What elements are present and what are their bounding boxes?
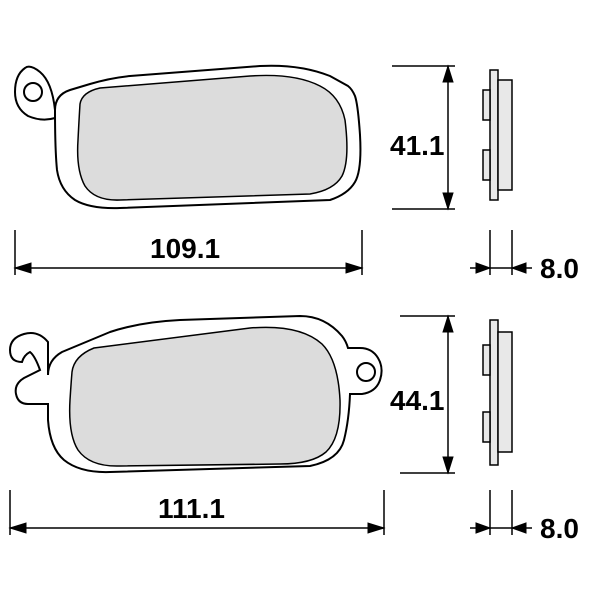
bottom-pad-group: 44.1 111.1 8.0 [10, 316, 579, 544]
bottom-height-dimension: 44.1 [390, 316, 455, 473]
top-pad-mounting-hole [24, 83, 42, 101]
bottom-height-label: 44.1 [390, 385, 445, 416]
top-width-label: 109.1 [150, 233, 220, 264]
bottom-width-dimension: 111.1 [10, 490, 384, 535]
technical-drawing-svg: 41.1 109.1 8.0 [0, 0, 600, 600]
bottom-thickness-label: 8.0 [540, 513, 579, 544]
top-thickness-label: 8.0 [540, 253, 579, 284]
top-pad-group: 41.1 109.1 8.0 [15, 66, 579, 284]
top-pad-friction-material [78, 75, 347, 200]
top-side-view: 8.0 [470, 70, 579, 284]
top-width-dimension: 109.1 [15, 230, 362, 275]
bottom-pad-friction-material [70, 327, 340, 466]
drawing-canvas: 41.1 109.1 8.0 [0, 0, 600, 600]
top-height-dimension: 41.1 [390, 66, 455, 209]
bottom-side-view: 8.0 [470, 320, 579, 544]
bottom-pad-mounting-hole [357, 363, 375, 381]
top-height-label: 41.1 [390, 130, 445, 161]
bottom-width-label: 111.1 [158, 493, 225, 524]
